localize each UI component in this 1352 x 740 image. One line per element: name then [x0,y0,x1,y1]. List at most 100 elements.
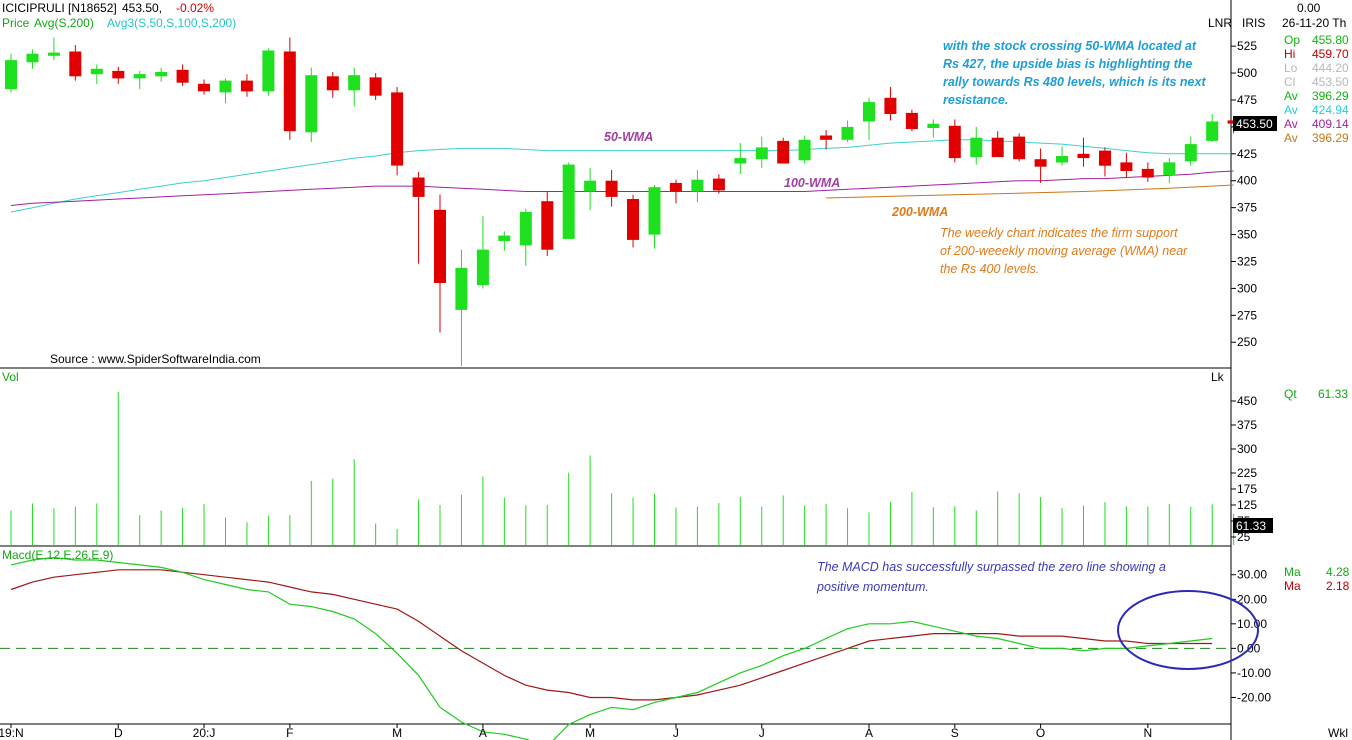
macd-ma2-key: Ma [1284,579,1301,593]
candle-body [90,68,103,75]
price-axis-label: 525 [1237,39,1257,53]
candle-body [348,75,361,91]
candle-body [219,80,232,93]
candle-body [1184,144,1197,162]
candle-body [777,140,790,164]
wma200-line [826,184,1234,199]
candle-body [1099,150,1111,166]
candle-body [1034,159,1047,167]
ohlc-key: Cl [1284,75,1295,89]
candle-body [691,179,704,192]
note-top-line-4: resistance. [943,93,1008,107]
candle-body [412,177,425,197]
time-axis-label: A [865,726,873,740]
candle-body [155,72,168,77]
volume-axis-label: 450 [1237,394,1257,408]
candle-body [1206,121,1219,141]
ohlc-key: Av [1284,131,1298,145]
source-label: Source : www.SpiderSoftwareIndia.com [50,352,261,366]
time-axis-label: J [759,726,765,740]
wma200-label: 200-WMA [891,205,948,219]
candle-body [519,212,532,246]
candle-body [391,92,404,166]
candle-body [5,60,17,90]
volume-unit: Lk [1211,370,1225,384]
volume-axis-label: 225 [1237,466,1257,480]
candle-body [283,51,296,132]
price-axis-label: 500 [1237,66,1257,80]
volume-axis-label: 375 [1237,418,1257,432]
price-axis-label: 325 [1237,255,1257,269]
last-price: 453.50, [122,1,162,15]
macd-axis-label: 20.00 [1237,592,1267,606]
ohlc-value: 396.29 [1312,89,1349,103]
candle-body [798,139,811,161]
candle-body [326,76,339,91]
price-tag-box [1233,116,1277,131]
candle-body [1056,156,1068,163]
candle-body [970,137,983,158]
wma50-line [10,139,1234,213]
candle-body [455,267,468,310]
price-axis-label: 425 [1237,147,1257,161]
candle-body [669,182,682,192]
candle-body [712,178,725,191]
candle-body [755,147,768,160]
time-axis-labels: 19:N D 20:J F M A M J J A S O N [0,724,1152,740]
candle-body [112,70,125,79]
candle-body [434,209,446,283]
axis-ticks: 2502753003253503754004254504755005252575… [1231,39,1271,705]
time-axis-label: F [286,726,293,740]
volume-axis-label: 125 [1237,498,1257,512]
avg3-label: Avg3(S,50,S,100,S,200) [107,16,236,30]
time-axis-label: A [479,726,487,740]
wma100-label: 100-WMA [784,176,840,190]
ohlc-panel: Op 455.80 Hi 459.70 Lo 444.20 Cl 453.50 Av 396.29… [1284,33,1349,145]
symbol-name: ICICIPRULI [N18652] [2,1,117,15]
candle-body [927,123,940,128]
candle-body [884,97,897,114]
candle-body [734,158,747,164]
note-top-line-1: with the stock crossing 50-WMA located a… [943,39,1197,53]
ohlc-value: 424.94 [1312,103,1349,117]
time-axis-label: O [1036,726,1045,740]
candle-body [198,83,210,92]
ohlc-value: 444.20 [1312,61,1349,75]
ohlc-key: Av [1284,103,1298,117]
note-mid-line-3: the Rs 400 levels. [940,262,1039,276]
volume-axis-label: 175 [1237,482,1257,496]
candle-body [562,164,575,239]
candle-body [605,180,618,197]
candle-body [648,187,661,235]
price-axis-label: 400 [1237,174,1257,188]
qt-key: Qt [1284,387,1297,401]
candle-body [1141,168,1154,178]
ohlc-key: Av [1284,117,1298,131]
price-axis-label: 250 [1237,335,1257,349]
price-axis-label: 275 [1237,308,1257,322]
note-mid-line-2: of 200-weeekly moving average (WMA) near [940,244,1188,258]
candle-body [948,125,961,159]
candle-body [1163,162,1176,176]
candle-body [584,180,597,192]
macd-axis-label: 30.00 [1237,568,1267,582]
note-macd-line-2: positive momentum. [816,580,929,594]
time-axis-label: N [1143,726,1152,740]
note-top-line-2: Rs 427, the upside bias is highlighting … [943,57,1192,71]
candle-body [1120,162,1133,171]
volume-axis-label: 300 [1237,442,1257,456]
candle-body [627,199,639,240]
qt-value: 61.33 [1318,387,1348,401]
price-change: -0.02% [176,1,214,15]
time-axis-label: M [392,726,402,740]
candle-body [1013,136,1026,160]
time-axis-label: 20:J [193,726,216,740]
time-axis-label: S [951,726,959,740]
macd-axis-label: -10.00 [1237,666,1271,680]
candle-body [905,112,918,130]
candle-body [176,69,189,83]
candle-body [240,80,253,92]
macd-axis-label: 10.00 [1237,617,1267,631]
date-label: 26-11-20 Th [1282,16,1346,30]
note-macd-line-1: The MACD has successfully surpassed the … [817,560,1166,574]
